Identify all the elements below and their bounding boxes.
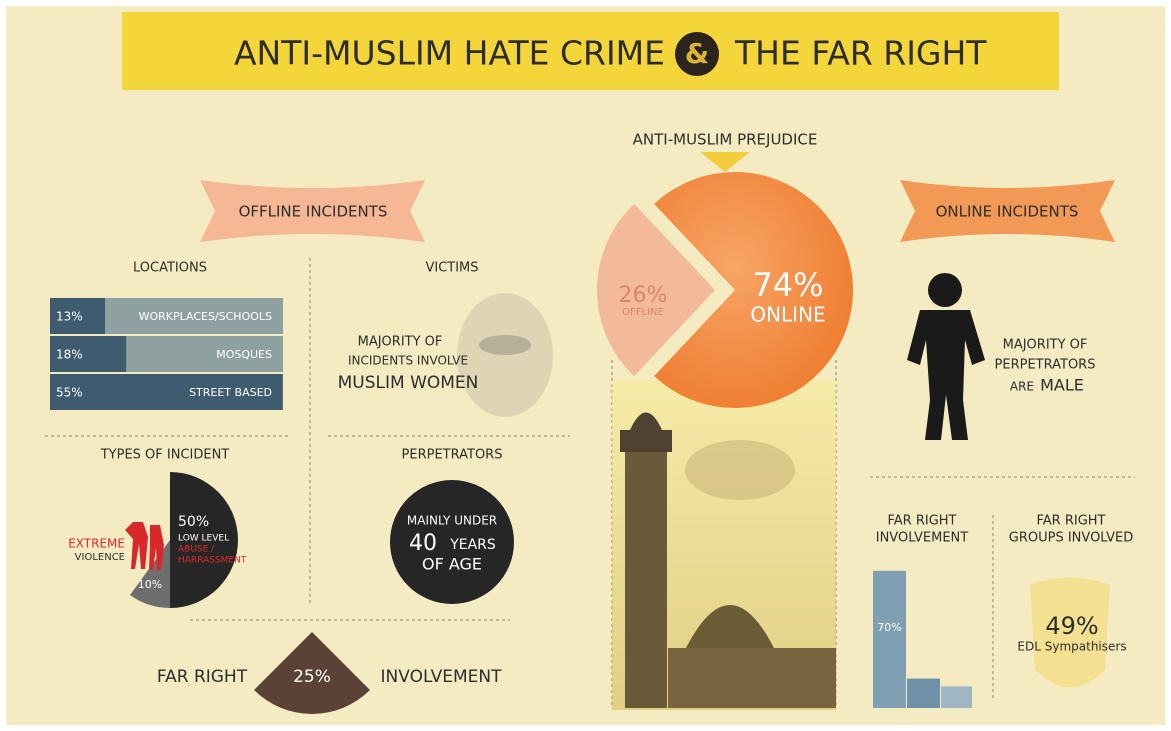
amp: &	[685, 37, 709, 70]
groups-value: 49%	[1045, 612, 1098, 640]
involvement-title: FAR RIGHT	[888, 514, 957, 529]
dome	[685, 605, 775, 650]
victims-line: INCIDENTS INVOLVE	[348, 354, 468, 368]
woman-eyes	[479, 335, 531, 355]
male-line: MALE	[1040, 376, 1084, 395]
wedge	[254, 632, 370, 714]
slice-label: HARRASSMENT	[178, 556, 247, 566]
title-right: THE FAR RIGHT	[734, 34, 987, 73]
minaret-balcony	[620, 430, 672, 452]
bar	[50, 298, 105, 334]
mosque-body	[668, 648, 836, 708]
bar	[941, 686, 972, 708]
bar-value: 70%	[877, 621, 901, 634]
groups-title: GROUPS INVOLVED	[1009, 531, 1133, 546]
perp-line: OF AGE	[422, 555, 482, 574]
slice-value: 74%	[752, 266, 823, 304]
far-right-right: INVOLVEMENT	[381, 667, 503, 687]
bar-value: 13%	[56, 310, 83, 324]
bar-value: 18%	[56, 348, 83, 362]
pointer	[700, 152, 750, 172]
victims-line: MUSLIM WOMEN	[338, 373, 479, 393]
groups-caption: EDL Sympathisers	[1017, 640, 1126, 654]
perpetrators-circle	[390, 480, 514, 604]
slice-label: EXTREME	[68, 537, 125, 551]
slice-value: 10%	[138, 578, 162, 591]
man-body	[907, 310, 985, 440]
locations-title: LOCATIONS	[133, 261, 207, 276]
groups-title: FAR RIGHT	[1037, 514, 1106, 529]
slice-value: 26%	[619, 283, 668, 308]
violence-figures	[125, 522, 164, 570]
pie-slice	[170, 472, 238, 608]
man-head	[928, 273, 962, 307]
male-line: ARE	[1010, 380, 1034, 394]
victims-title: VICTIMS	[425, 261, 478, 276]
prejudice-label: ANTI-MUSLIM PREJUDICE	[633, 131, 818, 149]
bar	[907, 678, 940, 708]
bar-label: WORKPLACES/SCHOOLS	[139, 310, 272, 323]
title-banner	[122, 12, 1059, 90]
bar	[50, 374, 283, 410]
perp-line: 40	[409, 531, 437, 556]
bar-value: 55%	[56, 386, 83, 400]
bar	[873, 570, 906, 708]
perp-line: MAINLY UNDER	[407, 514, 497, 528]
far-right-left: FAR RIGHT	[157, 667, 248, 687]
male-line: MAJORITY OF	[1003, 338, 1088, 353]
amp-badge	[675, 32, 719, 76]
offline-banner	[200, 180, 425, 242]
offline-heading: OFFLINE INCIDENTS	[239, 203, 388, 221]
involvement-title: INVOLVEMENT	[876, 531, 969, 546]
male-line: PERPETRATORS	[995, 358, 1096, 373]
online-heading: ONLINE INCIDENTS	[936, 203, 1079, 221]
minaret	[625, 450, 667, 708]
minaret-top	[630, 412, 662, 430]
slice-label: OFFLINE	[622, 307, 664, 318]
slice-label: LOW LEVEL	[178, 534, 229, 544]
bar-label: MOSQUES	[216, 348, 272, 361]
mask-image	[1030, 577, 1110, 688]
bar-label: STREET BASED	[189, 386, 272, 399]
pie-slice	[597, 203, 715, 377]
title-left: ANTI-MUSLIM HATE CRIME	[234, 34, 665, 73]
perp-line: YEARS	[449, 537, 496, 553]
slice-label: ONLINE	[750, 303, 825, 327]
slice-value: 50%	[178, 514, 209, 530]
veil-image	[685, 440, 795, 500]
slice-label: VIOLENCE	[75, 552, 125, 563]
bar	[50, 336, 127, 372]
victims-line: MAJORITY OF	[358, 335, 443, 350]
pie-slice	[654, 172, 853, 408]
online-banner	[900, 180, 1115, 242]
wedge-value: 25%	[293, 667, 331, 687]
perpetrators-title: PERPETRATORS	[402, 448, 503, 463]
types-title: TYPES OF INCIDENT	[100, 448, 230, 463]
slice-label: ABUSE /	[178, 545, 215, 555]
